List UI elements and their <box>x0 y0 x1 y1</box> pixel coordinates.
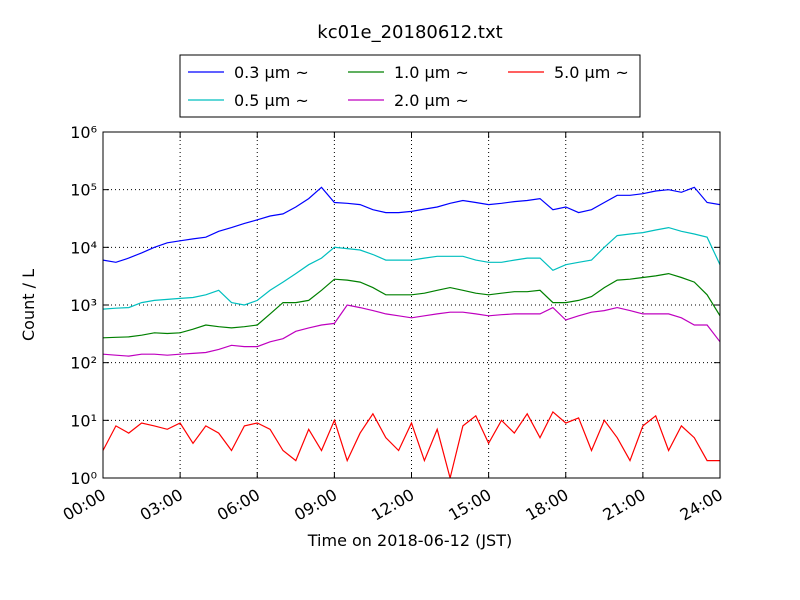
y-tick-label: 10² <box>70 354 97 373</box>
legend-box <box>179 54 641 118</box>
plot-frame <box>102 131 721 479</box>
y-tick-label: 10⁵ <box>70 181 97 200</box>
series-line <box>103 410 720 478</box>
series-line <box>103 226 720 310</box>
y-tick-label: 10⁴ <box>70 238 97 257</box>
legend-label: 5.0 μm ~ <box>554 63 629 82</box>
legend-label: 2.0 μm ~ <box>394 91 469 110</box>
x-axis-label: Time on 2018-06-12 (JST) <box>307 531 512 550</box>
chart-title: kc01e_20180612.txt <box>317 22 502 43</box>
y-tick-label: 10⁰ <box>70 469 97 488</box>
y-tick-label: 10¹ <box>70 411 97 430</box>
series-line <box>103 272 720 339</box>
y-tick-label: 10³ <box>70 296 97 315</box>
y-axis-label: Count / L <box>19 269 38 341</box>
y-tick-label: 10⁶ <box>70 123 97 142</box>
legend-label: 1.0 μm ~ <box>394 63 469 82</box>
legend-label: 0.3 μm ~ <box>234 63 309 82</box>
legend-label: 0.5 μm ~ <box>234 91 309 110</box>
series-line <box>103 186 720 263</box>
series-line <box>103 304 720 357</box>
